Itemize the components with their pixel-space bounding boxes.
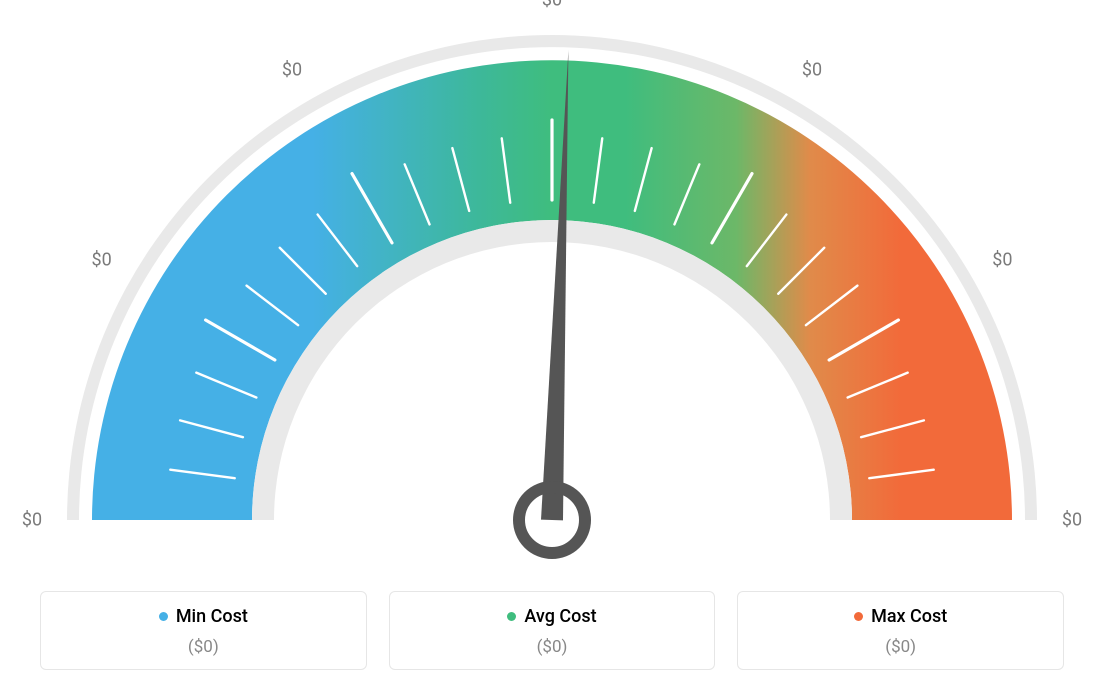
gauge-tick-label: $0: [802, 59, 822, 80]
legend-dot-avg: [507, 612, 516, 621]
legend-dot-min: [159, 612, 168, 621]
legend-card-min: Min Cost ($0): [40, 591, 367, 670]
legend-value-avg: ($0): [400, 637, 705, 657]
legend-card-max: Max Cost ($0): [737, 591, 1064, 670]
gauge-tick-label: $0: [92, 250, 112, 271]
legend-label-max: Max Cost: [854, 606, 947, 627]
legend-label-text-avg: Avg Cost: [524, 606, 596, 627]
legend-label-text-min: Min Cost: [176, 606, 248, 627]
gauge-tick-label: $0: [992, 250, 1012, 271]
gauge-tick-label: $0: [542, 0, 562, 11]
legend-value-min: ($0): [51, 637, 356, 657]
legend-label-text-max: Max Cost: [871, 606, 947, 627]
gauge-svg: [0, 0, 1104, 560]
legend-row: Min Cost ($0) Avg Cost ($0) Max Cost ($0…: [40, 591, 1064, 670]
legend-label-avg: Avg Cost: [507, 606, 596, 627]
legend-card-avg: Avg Cost ($0): [389, 591, 716, 670]
gauge-tick-label: $0: [22, 510, 42, 531]
legend-label-min: Min Cost: [159, 606, 248, 627]
cost-gauge-widget: $0 $0 $0 $0 $0 $0 $0 Min Cost ($0) Avg Cost ($…: [0, 0, 1104, 690]
legend-dot-max: [854, 612, 863, 621]
gauge-chart: $0 $0 $0 $0 $0 $0 $0: [0, 0, 1104, 560]
legend-value-max: ($0): [748, 637, 1053, 657]
gauge-tick-label: $0: [1062, 510, 1082, 531]
gauge-tick-label: $0: [282, 59, 302, 80]
